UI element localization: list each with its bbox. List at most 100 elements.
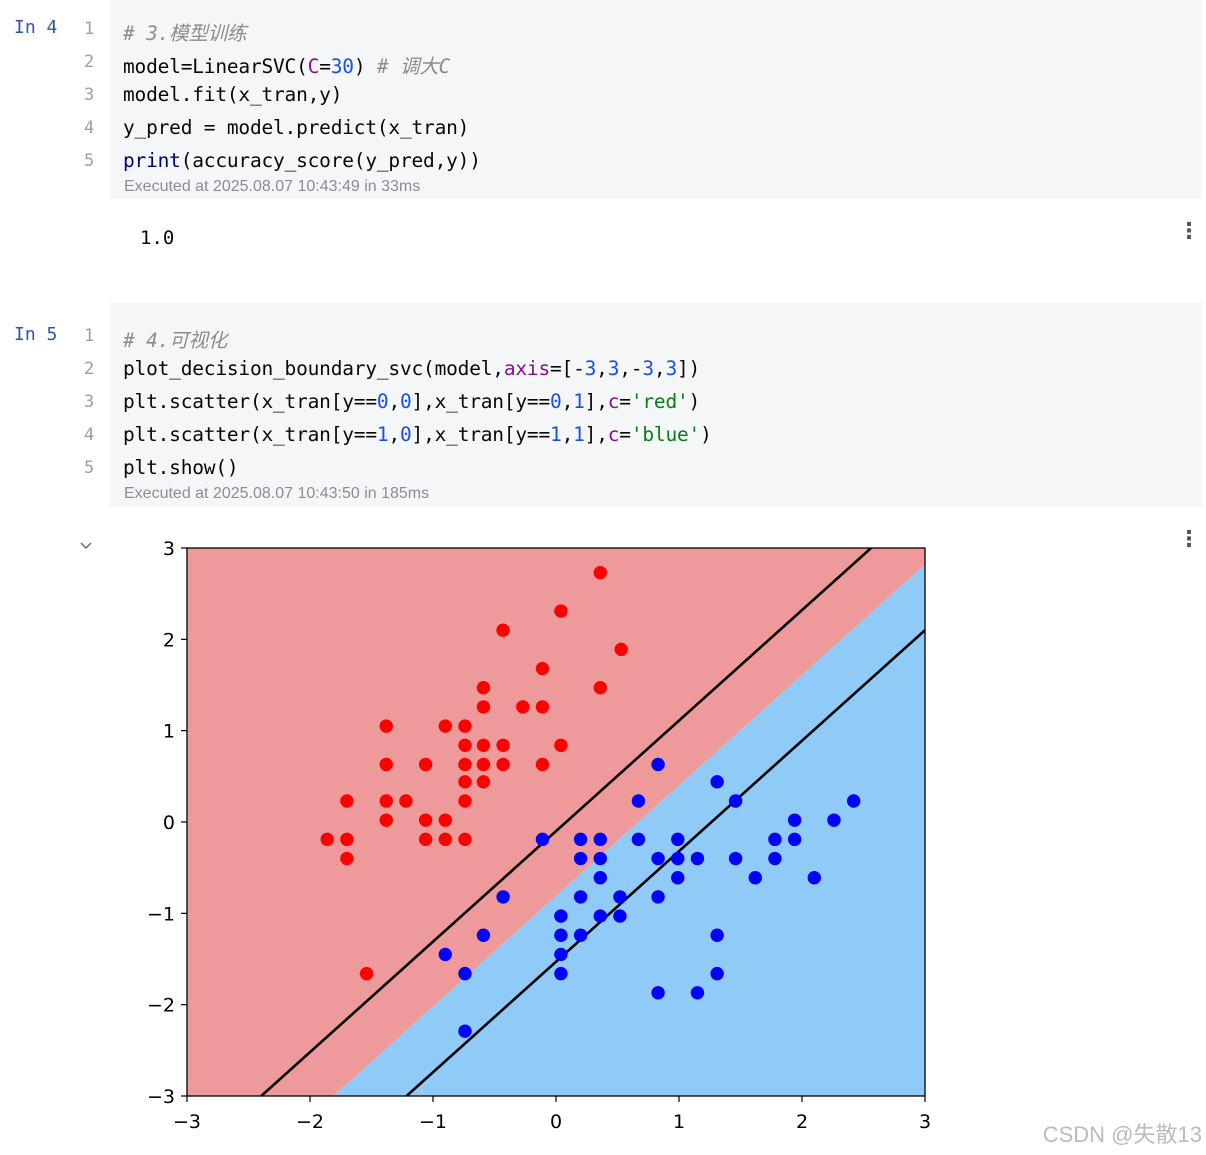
code-token: ) [700,423,712,446]
red-point [516,700,530,714]
blue-point [728,851,743,866]
blue-point [651,986,665,1000]
code-token: 1 [550,423,562,446]
execution-info: Executed at 2025.08.07 10:43:50 in 185ms [124,485,430,502]
blue-point [710,775,724,789]
y-tick-label: −2 [147,995,175,1017]
y-tick-label: 3 [163,538,175,560]
margin-line [260,548,872,1096]
x-tick-label: 1 [673,1111,685,1133]
code-token: 0 [550,390,562,413]
code-line[interactable]: 1 # 4.可视化 [0,319,1200,352]
x-tick-label: 0 [550,1111,562,1133]
code-token: # 3.模型训练 [123,22,247,45]
line-number: 3 [84,85,95,105]
code-line[interactable]: 5 plt.show() [0,451,1200,484]
blue-point [671,832,685,847]
red-point [496,738,510,752]
region-blue [333,548,925,1096]
red-point [554,738,568,752]
more-options-icon[interactable]: ⋮ [1178,527,1200,552]
execution-info: Executed at 2025.08.07 10:43:49 in 33ms [124,178,421,195]
code-token: , [596,357,608,380]
code-token: , [388,390,400,413]
red-point [458,794,472,808]
red-point [458,738,472,752]
blue-point [438,947,452,962]
code-token: 'red' [630,390,689,413]
code-text: plt.show() [123,456,239,479]
red-point [535,757,550,772]
x-tick-label: 2 [796,1111,808,1133]
red-point [438,719,452,733]
red-point [476,775,491,789]
blue-point [458,1024,472,1038]
blue-point [613,909,627,923]
code-token: c [607,423,620,446]
blue-point [651,851,665,866]
code-token: , [653,357,666,380]
cell-prompt: In 5 [14,324,58,345]
code-token: plt.scatter(x_tran[y== [123,390,377,413]
code-text: # 4.可视化 [123,324,227,353]
blue-point [690,851,705,866]
code-token: plot_decision_boundary_svc(model, [123,357,504,380]
red-point [614,642,628,657]
more-options-icon[interactable]: ⋮ [1178,219,1200,244]
code-token: 1 [573,390,585,413]
code-token: # 4.可视化 [123,329,228,352]
code-token: , [388,423,400,446]
red-point [535,700,550,714]
code-line[interactable]: 4 y_pred = model.predict(x_tran) [0,111,1200,144]
code-token: c [607,390,620,413]
code-token: model=LinearSVC( [123,55,308,78]
code-line[interactable]: 4 plt.scatter(x_tran[y==1,0],x_tran[y==1,… [0,418,1200,451]
code-text: # 3.模型训练 [123,17,247,46]
red-point [476,700,491,714]
code-line[interactable]: 5 print(accuracy_score(y_pred,y)) [0,144,1200,177]
code-editor[interactable] [110,0,1202,199]
blue-point [554,947,568,962]
code-text: y_pred = model.predict(x_tran) [123,116,469,139]
blue-point [573,890,588,904]
code-token: ) [688,390,701,413]
code-line[interactable]: 2 model=LinearSVC(C=30) # 调大C [0,45,1200,78]
code-editor[interactable] [110,303,1202,507]
cell-prompt: In 4 [14,17,58,38]
decision-boundary-plot: −3 −2 −1 0 1 2 3 −3 −2 −1 0 1 2 3 [147,538,931,1133]
blue-point [748,871,762,885]
blue-point [768,832,782,847]
code-token: 0 [376,390,389,413]
blue-point [554,909,568,923]
blue-point [554,928,568,942]
code-token: C [307,55,320,78]
code-token: 3 [642,357,654,380]
red-point [340,851,354,866]
code-text: plt.scatter(x_tran[y==1,0],x_tran[y==1,1… [123,423,712,446]
code-token: 1 [376,423,389,446]
code-token: plt.scatter(x_tran[y== [123,423,377,446]
code-token: = [619,390,631,413]
red-point [476,757,491,772]
code-line[interactable]: 3 model.fit(x_tran,y) [0,78,1200,111]
x-tick-label: −1 [419,1111,447,1133]
red-point [554,604,568,618]
blue-point [593,909,607,923]
code-token: ) [353,55,377,78]
red-point [438,832,452,847]
code-line[interactable]: 1 # 3.模型训练 [0,12,1200,45]
y-tick-label: 1 [163,721,175,743]
blue-point [593,871,607,885]
code-token: =[- [550,357,585,380]
red-point [476,681,491,695]
x-tick-label: −3 [173,1111,201,1133]
collapse-output-chevron-icon[interactable] [78,537,94,553]
blue-point [535,832,550,847]
code-token: , [561,423,574,446]
cell-output: 1.0 [140,227,175,249]
line-number: 5 [84,151,95,171]
code-line[interactable]: 2 plot_decision_boundary_svc(model,axis=[… [0,352,1200,385]
code-token: model.fit(x_tran,y) [123,83,343,106]
red-point [418,832,433,847]
code-line[interactable]: 3 plt.scatter(x_tran[y==0,0],x_tran[y==0,… [0,385,1200,418]
